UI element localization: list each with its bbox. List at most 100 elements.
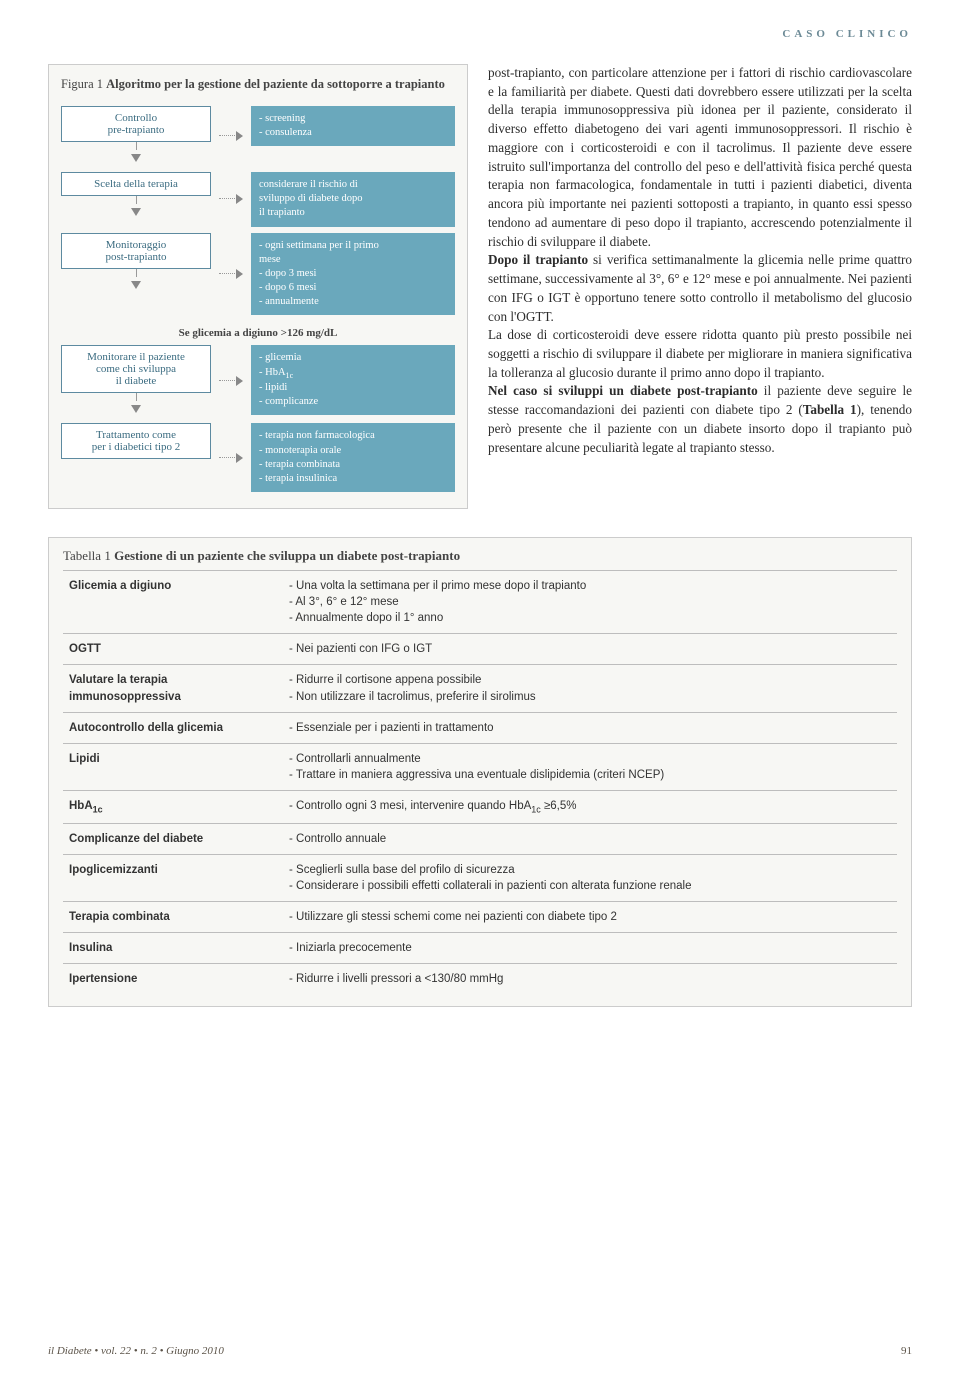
table-row-value: - Controllarli annualmente- Trattare in … (283, 743, 897, 790)
flow-right-box: - glicemia - HbA1c - lipidi - complicanz… (251, 345, 455, 415)
table-row: Lipidi- Controllarli annualmente- Tratta… (63, 743, 897, 790)
table-title-main: Gestione di un paziente che sviluppa un … (114, 548, 460, 563)
table-row-value: - Nei pazienti con IFG o IGT (283, 634, 897, 665)
table-row: Insulina- Iniziarla precocemente (63, 933, 897, 964)
flow-left-box: Trattamento come per i diabetici tipo 2 (61, 423, 211, 459)
table-row-value-line: - Ridurre il cortisone appena possibile (289, 672, 891, 688)
table-row-value-line: - Controllo ogni 3 mesi, intervenire qua… (289, 798, 891, 816)
figure-title-main: Algoritmo per la gestione del paziente d… (106, 77, 445, 91)
table-row-label: HbA1c (63, 790, 283, 823)
flow-right-line: - consulenza (259, 126, 447, 140)
table-row-label: Ipertensione (63, 964, 283, 995)
table-panel: Tabella 1 Gestione di un paziente che sv… (48, 537, 912, 1007)
figure-title-prefix: Figura 1 (61, 77, 103, 91)
flow-right-line: - complicanze (259, 395, 447, 409)
flow-right-line: - terapia insulinica (259, 472, 447, 486)
flow-left-box: Monitorare il paziente come chi sviluppa… (61, 345, 211, 393)
table-title-prefix: Tabella 1 (63, 548, 111, 563)
table-row-value-line: - Sceglierli sulla base del profilo di s… (289, 862, 891, 878)
table-row-value: - Utilizzare gli stessi schemi come nei … (283, 902, 897, 933)
flow-left-box: Monitoraggio post-trapianto (61, 233, 211, 269)
table-row: Autocontrollo della glicemia - Essenziale… (63, 712, 897, 743)
figure-panel: Figura 1 Algoritmo per la gestione del p… (48, 64, 468, 509)
flow-right-box: - ogni settimana per il primo mese - dop… (251, 233, 455, 316)
flow-row: Trattamento come per i diabetici tipo 2 … (61, 423, 455, 492)
table-row-value: - Ridurre il cortisone appena possibile-… (283, 665, 897, 712)
body-bold2: Dopo il trapianto (488, 252, 588, 267)
table-row-value-line: - Non utilizzare il tacrolimus, preferir… (289, 689, 891, 705)
table-row-value: - Iniziarla precocemente (283, 933, 897, 964)
flow-right-line: - monoterapia orale (259, 444, 447, 458)
glicemia-threshold-label: Se glicemia a digiuno >126 mg/dL (61, 321, 455, 345)
body-text: post-trapianto, con particolare attenzio… (488, 64, 912, 509)
flow-right-box: - terapia non farmacologica - monoterapi… (251, 423, 455, 492)
flow-row: Scelta della terapia considerare il risc… (61, 172, 455, 227)
table-title: Tabella 1 Gestione di un paziente che sv… (63, 548, 897, 564)
flow-right-line: mese (259, 253, 447, 267)
page: CASO CLINICO Figura 1 Algoritmo per la g… (0, 0, 960, 1373)
flow-right-line: - dopo 3 mesi (259, 267, 447, 281)
section-label: CASO CLINICO (48, 28, 912, 40)
table-row-label: Terapia combinata (63, 902, 283, 933)
body-bold4: Nel caso si sviluppi un diabete post-tra… (488, 383, 758, 398)
table-row-value-line: - Iniziarla precocemente (289, 940, 891, 956)
table-row: Ipoglicemizzanti - Sceglierli sulla base … (63, 854, 897, 901)
flow-right-line: il trapianto (259, 206, 447, 220)
table-row-label: Complicanze del diabete (63, 823, 283, 854)
body-p3: La dose di corticosteroidi deve essere r… (488, 327, 912, 379)
table-row-value-line: - Trattare in maniera aggressiva una eve… (289, 767, 891, 783)
arrow-right-icon (219, 131, 243, 141)
flow-left-box: Controllo pre-trapianto (61, 106, 211, 142)
flow-right-line: sviluppo di diabete dopo (259, 192, 447, 206)
flow-right-line: - annualmente (259, 295, 447, 309)
body-p1: post-trapianto, con particolare attenzio… (488, 65, 912, 249)
main-row: Figura 1 Algoritmo per la gestione del p… (48, 64, 912, 509)
table-row-value-line: - Essenziale per i pazienti in trattamen… (289, 720, 891, 736)
table-row-value-line: - Al 3°, 6° e 12° mese (289, 594, 891, 610)
arrow-down-icon (131, 154, 141, 162)
table-row-value-line: - Controllo annuale (289, 831, 891, 847)
table-row-value: - Una volta la settimana per il primo me… (283, 571, 897, 634)
table-row-value: - Sceglierli sulla base del profilo di s… (283, 854, 897, 901)
footer: il Diabete • vol. 22 • n. 2 • Giugno 201… (48, 1345, 912, 1357)
flow-right-line: considerare il rischio di (259, 178, 447, 192)
table-row: OGTT - Nei pazienti con IFG o IGT (63, 634, 897, 665)
arrow-down-icon (131, 405, 141, 413)
table-row: Terapia combinata - Utilizzare gli stessi… (63, 902, 897, 933)
table-row-label: OGTT (63, 634, 283, 665)
table-row-value: - Controllo ogni 3 mesi, intervenire qua… (283, 790, 897, 823)
table-row-value-line: - Ridurre i livelli pressori a <130/80 m… (289, 971, 891, 987)
flow-right-line: - ogni settimana per il primo (259, 239, 447, 253)
table-row-value: - Ridurre i livelli pressori a <130/80 m… (283, 964, 897, 995)
table-row-value-line: - Considerare i possibili effetti collat… (289, 878, 891, 894)
flow-right-box: considerare il rischio di sviluppo di di… (251, 172, 455, 227)
table-row: Valutare la terapia immunosoppressiva- R… (63, 665, 897, 712)
table-row-label: Glicemia a digiuno (63, 571, 283, 634)
arrow-down-icon (131, 208, 141, 216)
table-row-label: Autocontrollo della glicemia (63, 712, 283, 743)
flow-row: Monitorare il paziente come chi sviluppa… (61, 345, 455, 417)
table-row-label: Valutare la terapia immunosoppressiva (63, 665, 283, 712)
table-row: HbA1c - Controllo ogni 3 mesi, intervenir… (63, 790, 897, 823)
flow-right-box: - screening - consulenza (251, 106, 455, 146)
flow-right-line: - lipidi (259, 381, 447, 395)
table-row: Complicanze del diabete - Controllo annua… (63, 823, 897, 854)
arrow-right-icon (219, 194, 243, 204)
flow-right-line: - HbA1c (259, 366, 447, 381)
body-bold4b: Tabella 1 (803, 402, 857, 417)
flow-left-box: Scelta della terapia (61, 172, 211, 196)
table-row-value-line: - Una volta la settimana per il primo me… (289, 578, 891, 594)
footer-page-number: 91 (901, 1345, 912, 1357)
flow-right-line: - glicemia (259, 351, 447, 365)
flow-right-line: - terapia combinata (259, 458, 447, 472)
arrow-right-icon (219, 376, 243, 386)
footer-journal: il Diabete • vol. 22 • n. 2 • Giugno 201… (48, 1345, 224, 1357)
flow-right-line: - dopo 6 mesi (259, 281, 447, 295)
table-row-value-line: - Annualmente dopo il 1° anno (289, 610, 891, 626)
table-row: Ipertensione - Ridurre i livelli pressori… (63, 964, 897, 995)
table-row-label: Ipoglicemizzanti (63, 854, 283, 901)
table-row-value: - Essenziale per i pazienti in trattamen… (283, 712, 897, 743)
table-row-value-line: - Utilizzare gli stessi schemi come nei … (289, 909, 891, 925)
table-row-value-line: - Nei pazienti con IFG o IGT (289, 641, 891, 657)
flow-right-line: - terapia non farmacologica (259, 429, 447, 443)
